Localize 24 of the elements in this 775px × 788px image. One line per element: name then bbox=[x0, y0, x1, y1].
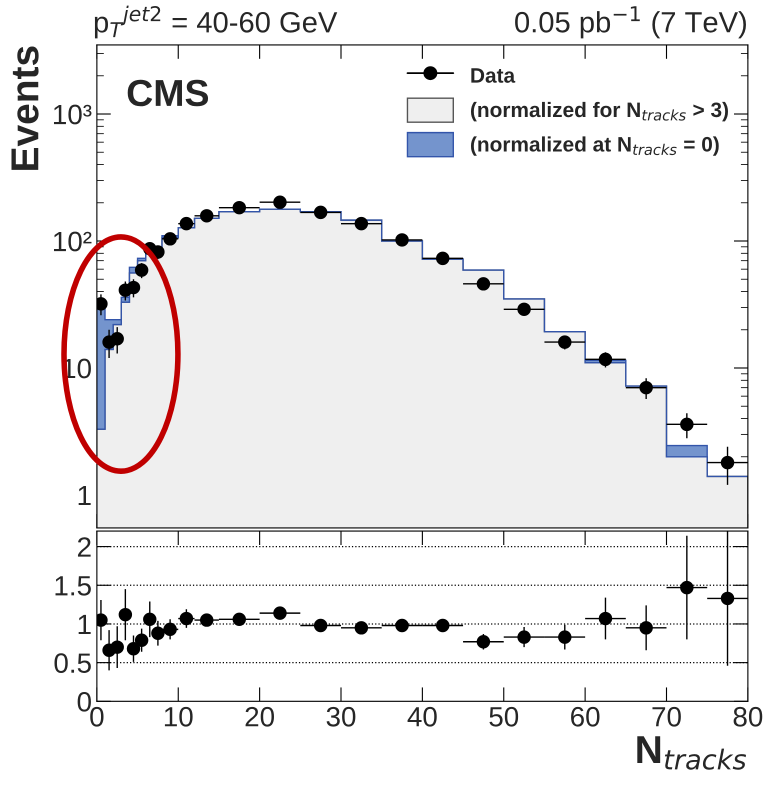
x-tick-label: 70 bbox=[652, 706, 681, 727]
annotation: CMS bbox=[128, 80, 208, 106]
y-tick-label: 2 bbox=[78, 537, 91, 557]
x-tick-label: 80 bbox=[734, 706, 762, 727]
legend-label: Data bbox=[471, 68, 516, 83]
x-tick-label: 10 bbox=[164, 706, 193, 727]
chart-title: p$_{T}$$^{jet2}$ = 40-60 GeV bbox=[94, 6, 338, 38]
x-axis-title: N$_{tracks}$ bbox=[637, 736, 746, 770]
chart-subtitle: 0.05 pb$^{−1}$ (7 TeV) bbox=[515, 6, 746, 38]
y-tick-label: 0 bbox=[78, 692, 91, 712]
x-tick-label: 20 bbox=[246, 706, 274, 727]
x-tick-label: 40 bbox=[408, 706, 437, 727]
y-tick-label: 10² bbox=[54, 232, 92, 252]
x-tick-label: 30 bbox=[326, 706, 356, 727]
y-tick-label: 1 bbox=[78, 486, 91, 506]
y-tick-label: 1.5 bbox=[56, 576, 91, 596]
y-tick-label: 0.5 bbox=[54, 653, 91, 673]
y-tick-label: 10³ bbox=[54, 104, 92, 124]
x-tick-label: 60 bbox=[571, 706, 600, 727]
legend-label: (normalized at N$_{tracks}$ = 0) bbox=[470, 136, 719, 156]
legend-label: (normalized for N$_{tracks}$ > 3) bbox=[470, 102, 728, 122]
y-axis-title: Events bbox=[11, 46, 39, 170]
y-tick-label: 1 bbox=[78, 614, 91, 634]
x-tick-label: 50 bbox=[489, 706, 518, 727]
